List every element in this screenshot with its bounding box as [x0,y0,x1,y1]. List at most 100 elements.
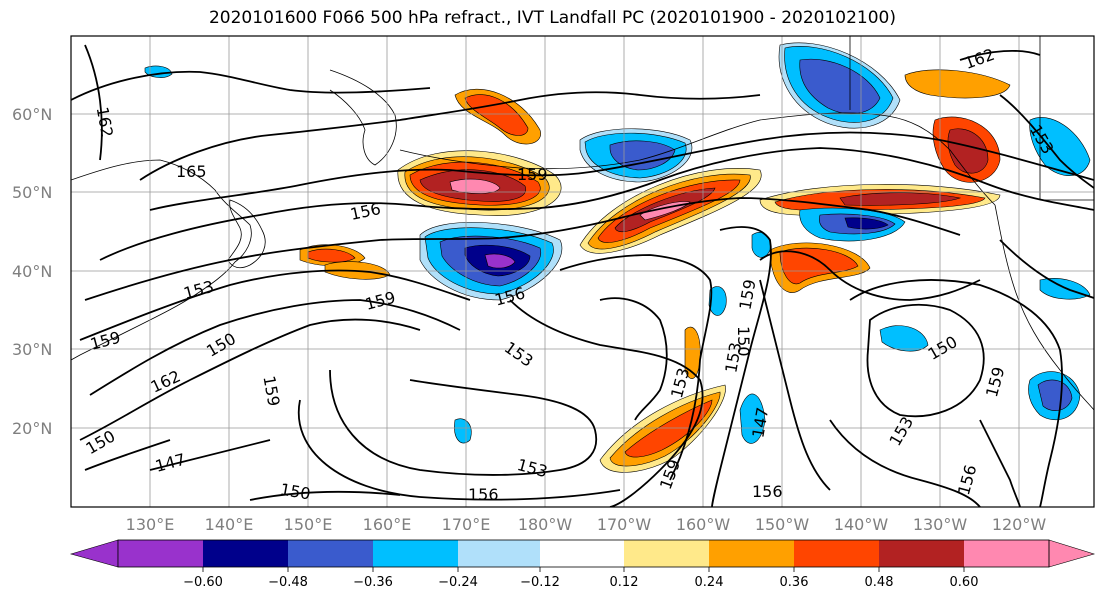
positive-anomaly [839,192,962,206]
lat-label: 30°N [12,340,52,359]
longitude-labels: 130°E 140°E 150°E 160°E 170°E 180°W 170°… [126,515,1047,534]
negative-anomaly [844,217,889,230]
contour-label: 165 [176,162,207,181]
contour-label: 156 [752,482,783,501]
contour-line [559,254,713,481]
coastlines [71,36,1094,411]
map-frame [70,35,1095,508]
contour-line [249,490,401,501]
negative-anomaly [1037,379,1073,411]
height-contours [71,44,1094,507]
colorbar-tick-label: 0.48 [865,575,894,590]
colorbar-tick-label: 0.12 [610,575,639,590]
colorbar-tick-label: −0.60 [183,575,223,590]
lon-label: 140°E [205,515,254,534]
colorbar-segment [458,540,540,567]
contour-line [79,269,471,341]
lon-label: 160°W [676,515,731,534]
japan-coast [227,199,266,269]
colorbar-tick-label: −0.48 [268,575,308,590]
colorbar-segment [288,540,373,567]
colorbar-segment [964,540,1049,567]
asia-coast [71,159,252,361]
map-title: 2020101600 F066 500 hPa refract., IVT La… [208,8,896,28]
colorbar-tick-label: −0.12 [520,575,560,590]
contour-line [84,197,961,301]
colorbar-segment [794,540,879,567]
colorbar-segment [879,540,964,567]
contour-line [599,297,668,421]
contour-line [71,70,431,101]
map-area: 162 165 159 156 153 159 156 153 159 150 … [71,36,1094,507]
positive-anomaly [904,69,1011,99]
contour-line [759,279,831,491]
colorbar-tick-label: 0.24 [695,575,724,590]
lon-label: 150°W [755,515,810,534]
contour-label: 156 [468,485,499,504]
contour-line [297,399,621,501]
contour-line [84,439,171,471]
lat-label: 20°N [12,419,52,438]
colorbar-tick-label: 0.60 [950,575,979,590]
lat-label: 50°N [12,183,52,202]
contour-line [79,318,421,441]
contour-label: 150 [734,326,753,357]
latitude-labels: 60°N 50°N 40°N 30°N 20°N [12,105,52,438]
contour-line [759,250,981,301]
negative-anomaly [739,393,766,444]
colorbar-low-extend [69,539,119,568]
contour-line [711,226,772,507]
canada-border [849,36,1094,201]
lon-label: 150°E [284,515,333,534]
colorbar-segment [540,540,624,567]
contour-line [829,419,981,507]
contour-line [866,303,985,418]
negative-anomaly [799,58,881,114]
positive-anomaly [779,247,859,285]
positive-anomaly [624,399,713,458]
lon-label: 170°E [442,515,491,534]
positive-anomaly [947,128,989,174]
contour-line [149,439,271,471]
lon-label: 160°E [363,515,412,534]
negative-anomaly [708,286,727,316]
colorbar-segment [624,540,709,567]
kamchatka-coast [329,69,397,166]
contour-label: 159 [517,165,548,184]
lat-label: 60°N [12,105,52,124]
colorbar-tick-label: −0.24 [438,575,478,590]
colorbar-high-extend [1048,539,1096,568]
contour-line [89,299,461,396]
colorbar-segment [373,540,458,567]
positive-anomaly [307,248,356,263]
contour-line [329,369,598,476]
contour-line [849,279,1063,507]
lat-label: 40°N [12,262,52,281]
contour-line [999,94,1094,189]
lon-label: 180°W [518,515,573,534]
aleutian-chain [399,149,641,170]
colorbar-segment [118,540,203,567]
contour-line [149,131,1094,211]
lon-label: 140°W [834,515,889,534]
negative-anomaly [484,253,516,269]
contour-line [84,44,103,161]
lon-label: 130°E [126,515,175,534]
lon-label: 120°W [992,515,1047,534]
lon-label: 130°W [913,515,968,534]
contour-line [979,419,1021,507]
colorbar: −0.60 −0.48 −0.36 −0.24 −0.12 0.12 0.24 … [69,539,1096,590]
negative-anomaly [879,325,929,352]
colorbar-tick-label: 0.36 [780,575,809,590]
shaded-fields [144,42,1091,473]
positive-anomaly [464,94,529,136]
colorbar-segment [709,540,794,567]
contour-line [99,147,1094,261]
colorbar-tick-label: −0.36 [353,575,393,590]
gridlines [71,36,1094,507]
contour-line [999,239,1094,299]
contour-line [509,299,704,507]
contour-line [139,91,761,181]
negative-anomaly [454,418,472,444]
